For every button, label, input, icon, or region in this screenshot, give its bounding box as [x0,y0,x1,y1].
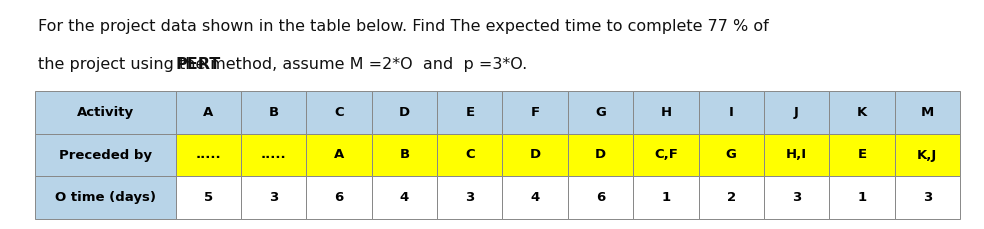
Bar [634,134,699,176]
Text: 1: 1 [661,191,670,204]
Bar [894,134,960,176]
Bar [306,176,372,219]
Bar [372,91,437,134]
Bar [503,91,568,134]
Text: F: F [530,106,540,119]
Text: O time (days): O time (days) [55,191,155,204]
Text: 2: 2 [726,191,736,204]
Bar [437,91,503,134]
Bar [634,176,699,219]
Text: .....: ..... [196,148,221,161]
Text: D: D [399,106,410,119]
Text: A: A [204,106,214,119]
Text: B: B [400,148,409,161]
Bar [35,134,176,176]
Bar [894,176,960,219]
Text: D: D [595,148,606,161]
Bar [764,176,830,219]
Text: 3: 3 [792,191,801,204]
Bar [176,134,241,176]
Text: C: C [335,106,344,119]
Text: K,J: K,J [917,148,938,161]
Bar [306,134,372,176]
Bar [568,91,634,134]
Text: 5: 5 [204,191,213,204]
Text: 6: 6 [596,191,605,204]
Bar [699,91,764,134]
Text: H,I: H,I [786,148,807,161]
Bar [35,91,176,134]
Bar [437,176,503,219]
Bar [699,134,764,176]
Bar [894,91,960,134]
Bar [764,91,830,134]
Text: E: E [857,148,867,161]
Text: 4: 4 [400,191,409,204]
Text: C: C [465,148,474,161]
Bar [568,134,634,176]
Text: method, assume M =2*O  and  p =3*O.: method, assume M =2*O and p =3*O. [205,57,527,72]
Text: D: D [529,148,541,161]
Text: G: G [726,148,737,161]
Text: 3: 3 [269,191,278,204]
Bar [176,91,241,134]
Bar [830,134,894,176]
Bar [241,176,306,219]
Text: C,F: C,F [654,148,678,161]
Text: PERT: PERT [175,57,220,72]
Bar [372,176,437,219]
Text: G: G [595,106,606,119]
Bar [35,176,176,219]
Bar [241,91,306,134]
Bar [503,134,568,176]
Text: E: E [465,106,474,119]
Text: .....: ..... [261,148,286,161]
Text: 4: 4 [530,191,540,204]
Text: A: A [334,148,344,161]
Text: M: M [921,106,934,119]
Bar [764,134,830,176]
Text: 3: 3 [923,191,932,204]
Bar [437,134,503,176]
Text: the project using the: the project using the [38,57,211,72]
Text: 3: 3 [465,191,474,204]
Text: K: K [857,106,867,119]
Text: Preceded by: Preceded by [59,148,152,161]
Bar [372,134,437,176]
Bar [503,176,568,219]
Text: 6: 6 [335,191,343,204]
Bar [830,91,894,134]
Text: I: I [729,106,734,119]
Text: 1: 1 [857,191,867,204]
Bar [699,176,764,219]
Bar [241,134,306,176]
Text: Activity: Activity [77,106,134,119]
Bar [306,91,372,134]
Text: For the project data shown in the table below. Find The expected time to complet: For the project data shown in the table … [38,19,769,34]
Text: J: J [794,106,799,119]
Bar [568,176,634,219]
Bar [634,91,699,134]
Bar [830,176,894,219]
Text: H: H [660,106,671,119]
Bar [176,176,241,219]
Text: B: B [269,106,278,119]
